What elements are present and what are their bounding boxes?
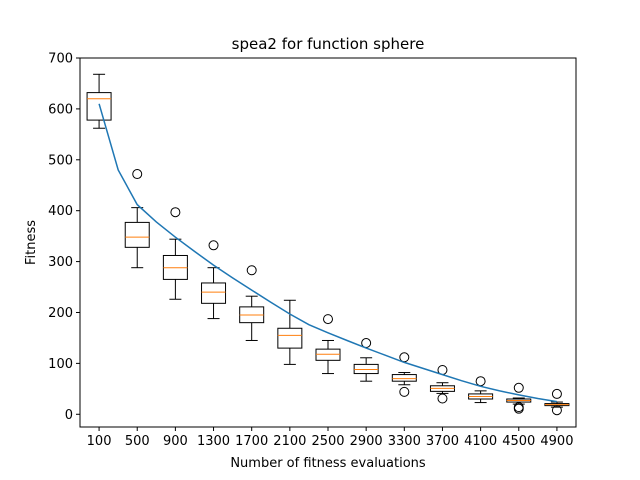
outlier-point bbox=[399, 386, 410, 397]
box-1700 bbox=[239, 265, 265, 341]
y-axis-label: Fitness bbox=[24, 220, 39, 265]
x-tick-label: 3300 bbox=[388, 434, 421, 449]
x-tick-label: 900 bbox=[163, 434, 188, 449]
outlier-point bbox=[208, 240, 219, 251]
x-tick-label: 500 bbox=[125, 434, 150, 449]
outlier-point bbox=[513, 403, 524, 414]
box-body bbox=[391, 374, 417, 382]
x-tick-label: 2900 bbox=[350, 434, 383, 449]
outlier-point bbox=[132, 169, 143, 180]
box-4500 bbox=[506, 382, 532, 414]
box-body bbox=[201, 282, 227, 304]
y-tick-label: 0 bbox=[65, 408, 73, 423]
x-tick-label: 1700 bbox=[235, 434, 268, 449]
box-900 bbox=[162, 207, 188, 300]
x-tick-label: 2100 bbox=[273, 434, 306, 449]
box-body bbox=[315, 348, 341, 361]
outlier-point bbox=[437, 393, 448, 404]
box-2500 bbox=[315, 314, 341, 375]
mean-fitness-line bbox=[98, 103, 558, 403]
y-axis: 0 100 200 300 400 500 600 700 bbox=[48, 52, 80, 423]
outlier-point bbox=[323, 314, 333, 325]
y-tick-label: 700 bbox=[48, 52, 73, 67]
box-3700 bbox=[429, 364, 455, 404]
outlier-point bbox=[551, 405, 562, 416]
plot-area bbox=[86, 73, 570, 416]
box-4900 bbox=[544, 388, 570, 416]
x-tick-label: 4100 bbox=[464, 434, 497, 449]
outlier-point bbox=[551, 388, 562, 399]
x-axis-label: Number of fitness evaluations bbox=[230, 456, 426, 471]
chart-title: spea2 for function sphere bbox=[232, 35, 425, 53]
y-tick-label: 200 bbox=[48, 306, 73, 321]
y-tick-label: 400 bbox=[48, 204, 73, 219]
y-tick-label: 300 bbox=[48, 255, 73, 270]
box-100 bbox=[86, 73, 112, 129]
outlier-point bbox=[513, 382, 524, 393]
box-body bbox=[124, 221, 150, 248]
outlier-point bbox=[170, 207, 181, 218]
y-tick-label: 100 bbox=[48, 357, 73, 372]
x-axis: 100 500 900 1300 1700 2100 2500 2900 3300 3700 410… bbox=[87, 427, 573, 449]
x-tick-label: 1300 bbox=[197, 434, 230, 449]
y-tick-label: 500 bbox=[48, 153, 73, 168]
box-body bbox=[86, 92, 112, 121]
outlier-point bbox=[246, 265, 257, 276]
x-tick-label: 4500 bbox=[502, 434, 535, 449]
x-tick-label: 3700 bbox=[426, 434, 459, 449]
x-tick-label: 4900 bbox=[540, 434, 573, 449]
box-body bbox=[353, 363, 379, 375]
box-500 bbox=[124, 169, 150, 269]
y-tick-label: 600 bbox=[48, 102, 73, 117]
x-tick-label: 2500 bbox=[311, 434, 344, 449]
x-tick-label: 100 bbox=[87, 434, 112, 449]
box-body bbox=[277, 327, 303, 349]
box-2900 bbox=[353, 338, 379, 382]
